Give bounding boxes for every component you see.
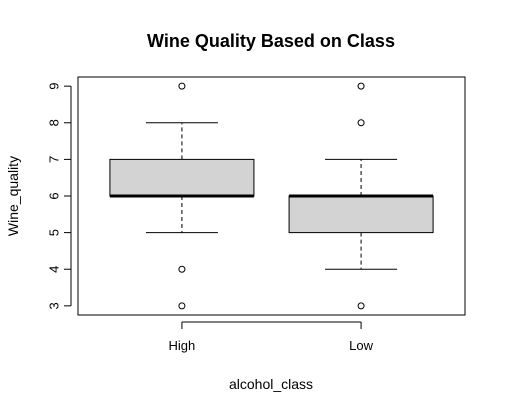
y-tick-label: 7: [47, 156, 62, 163]
y-axis-title: Wine_quality: [5, 156, 21, 236]
x-tick-label: Low: [349, 338, 373, 353]
box-high: [110, 159, 254, 196]
outlier-point: [358, 303, 364, 309]
chart-title: Wine Quality Based on Class: [147, 31, 395, 51]
y-tick-label: 3: [47, 302, 62, 309]
x-tick-label: High: [169, 338, 196, 353]
y-tick-label: 9: [47, 83, 62, 90]
outlier-point: [179, 83, 185, 89]
y-tick-label: 5: [47, 229, 62, 236]
y-tick-label: 8: [47, 119, 62, 126]
outlier-point: [179, 303, 185, 309]
outlier-point: [358, 83, 364, 89]
box-low: [289, 196, 433, 233]
y-tick-label: 6: [47, 192, 62, 199]
x-axis-title: alcohol_class: [229, 376, 313, 392]
chart-marks: 3 4 5 6 7 8 9 High Low: [47, 83, 434, 353]
outlier-point: [179, 266, 185, 272]
y-tick-label: 4: [47, 266, 62, 273]
outlier-point: [358, 120, 364, 126]
